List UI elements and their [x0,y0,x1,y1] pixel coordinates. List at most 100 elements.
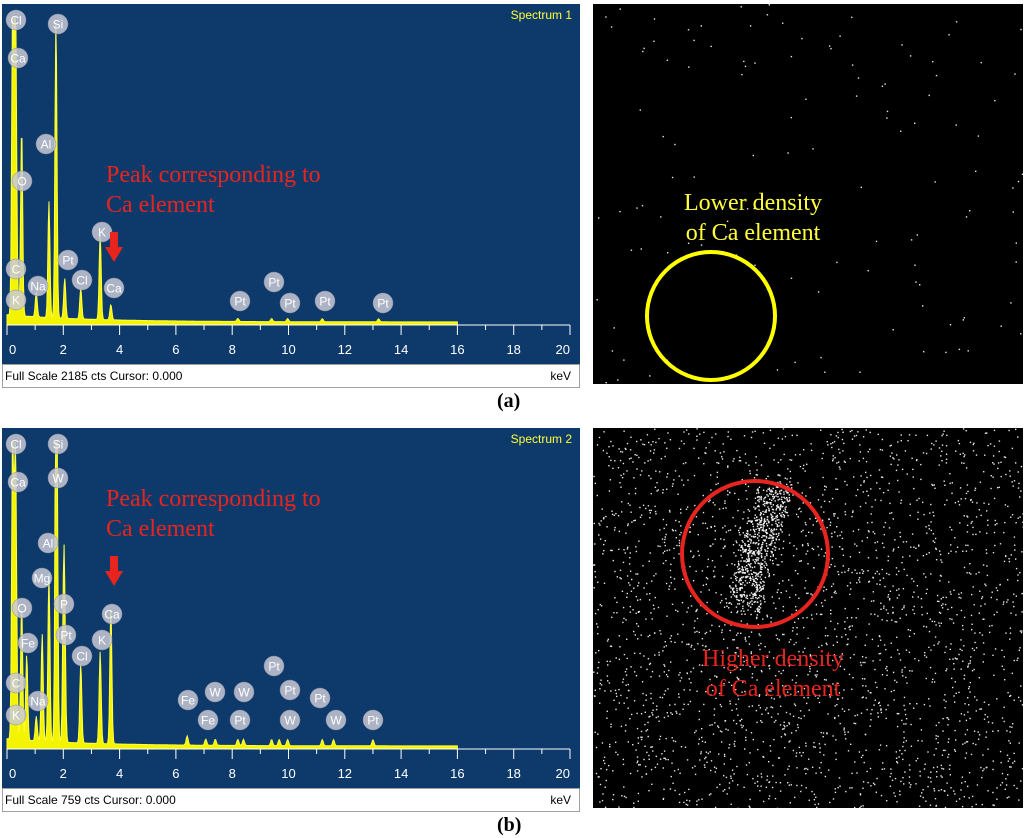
peak-element-label: W [330,714,342,728]
peak-element-label: Pt [367,714,379,728]
peak-element-label: Fe [181,694,195,708]
peak-label: P [53,593,75,615]
density-label-line-1: Lower density [684,190,822,216]
peak-element-label: K [98,226,106,240]
peak-label: Fe [197,709,219,731]
x-tick-label: 6 [172,342,179,357]
peak-element-label: O [17,175,26,189]
spectrum-panel-a: 0 2 4 6 8 10 12 14 16 18 20 Cl Ca C K O Na Al Si Pt Cl K Ca Pt P… [2,4,580,388]
peak-label: O [11,597,33,619]
peak-label: Cl [71,645,93,667]
peak-element-label: Cl [10,438,21,452]
peak-label: O [11,170,33,192]
highlight-circle [680,479,830,629]
peak-element-label: Pt [234,714,246,728]
peak-label: W [233,681,255,703]
x-tick-label: 4 [116,342,123,357]
full-scale-readout: Full Scale 2185 cts Cursor: 0.000 [5,369,183,383]
peak-element-label: K [98,634,106,648]
peak-element-label: Pt [234,295,246,309]
peak-element-label: Pt [377,297,389,311]
density-label-line-1: Higher density [702,646,844,672]
x-tick-label: 0 [9,342,16,357]
peak-label: K [5,289,27,311]
peak-label: Pt [229,709,251,731]
x-tick-label: 2 [60,342,67,357]
peak-element-label: Cl [76,650,87,664]
x-tick-label: 14 [394,766,408,781]
ca-density-map [593,428,1023,808]
peak-element-label: Pt [314,692,326,706]
peak-element-label: Al [43,537,54,551]
spectrum-chart-svg: 0 2 4 6 8 10 12 14 16 18 20ClCaCKONaAlSiPtClKCaPtP… [5,9,571,357]
peak-element-label: W [238,686,250,700]
peak-label: Ca [101,603,123,625]
peak-element-label: Na [30,695,46,709]
peak-label: Al [35,133,57,155]
x-tick-label: 16 [450,342,464,357]
peak-label: Pt [57,249,79,271]
x-tick-label: 8 [229,342,236,357]
peak-element-label: Pt [268,276,280,290]
element-map-a: Lower density of Ca element [593,4,1023,384]
axis-unit: keV [550,369,571,383]
peak-element-label: K [12,709,20,723]
peak-label: Si [47,13,69,35]
element-map-b: Higher density of Ca element [593,428,1023,808]
axis-unit: keV [550,793,571,807]
peak-label: Ca [7,47,29,69]
peak-element-label: Ca [10,52,26,66]
red-arrow-icon [105,556,123,586]
highlight-circle [645,250,777,382]
peak-element-label: Pt [60,629,72,643]
peak-label: Pt [362,709,384,731]
x-tick-label: 8 [229,766,236,781]
annotation-line-2: Ca element [106,516,215,542]
peak-label: K [91,221,113,243]
x-tick-label: 20 [556,766,570,781]
peak-element-label: Pt [62,254,74,268]
peak-label: Fe [17,632,39,654]
caption-b: (b) [497,814,522,836]
density-label: Higher density of Ca element [643,644,903,704]
x-tick-label: 6 [172,766,179,781]
peak-label: Pt [372,292,394,314]
peak-label: K [5,704,27,726]
peak-element-label: Pt [284,297,296,311]
peak-element-label: Fe [201,714,215,728]
peak-element-label: Ca [106,282,122,296]
x-tick-label: 18 [506,342,520,357]
x-tick-label: 20 [556,342,570,357]
peak-label: Cl [5,9,27,31]
peak-element-label: Cl [76,274,87,288]
peak-element-label: W [52,472,64,486]
peak-label: W [204,681,226,703]
peak-annotation: Peak corresponding to Ca element [106,160,321,220]
peak-label: Na [27,690,49,712]
peak-label: W [279,709,301,731]
peak-element-label: C [12,677,21,691]
red-arrow-icon [105,232,123,262]
peak-label: Al [37,532,59,554]
spectrum-footer: Full Scale 2185 cts Cursor: 0.000 keV [2,364,580,388]
peak-element-label: Na [30,280,46,294]
x-tick-label: 18 [506,766,520,781]
peak-element-label: Pt [319,295,331,309]
x-tick-label: 10 [281,342,295,357]
spectrum-area [6,17,458,326]
peak-element-label: Si [53,18,64,32]
peak-label: Pt [309,687,331,709]
peak-element-label: Mg [34,572,51,586]
spectrum-plot-area: 0 2 4 6 8 10 12 14 16 18 20 Cl Ca C K O Fe Na Mg Al Si W P Pt Cl… [2,428,580,788]
x-tick-label: 0 [9,766,16,781]
spectrum-name: Spectrum 1 [510,8,572,22]
x-tick-label: 12 [338,766,352,781]
spectrum-panel-b: 0 2 4 6 8 10 12 14 16 18 20 Cl Ca C K O Fe Na Mg Al Si W P Pt Cl… [2,428,580,812]
peak-element-label: Si [53,438,64,452]
peak-label: Pt [229,290,251,312]
spectrum-footer: Full Scale 759 cts Cursor: 0.000 keV [2,788,580,812]
peak-element-label: Pt [268,660,280,674]
peak-label: Pt [314,290,336,312]
peak-element-label: Ca [10,476,26,490]
ca-dots [596,4,1023,384]
